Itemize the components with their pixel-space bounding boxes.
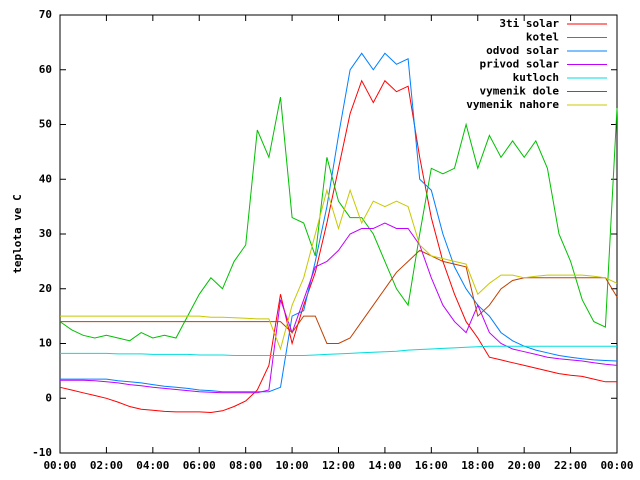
y-tick-label: 70	[39, 8, 52, 21]
y-tick-label: 20	[39, 282, 52, 295]
series-line	[60, 345, 617, 356]
x-tick-label: 12:00	[322, 459, 355, 472]
legend-label: privod solar	[480, 58, 560, 71]
series-line	[60, 249, 618, 344]
series-line	[60, 188, 618, 351]
series-line	[59, 79, 617, 414]
legend-label: vymenik nahore	[466, 98, 559, 111]
x-tick-label: 08:00	[229, 459, 262, 472]
x-tick-label: 22:00	[554, 459, 587, 472]
legend-label: vymenik dole	[480, 85, 560, 98]
legend-label: odvod solar	[486, 44, 559, 57]
series-line	[60, 222, 618, 394]
y-tick-label: 60	[39, 63, 52, 76]
series-line	[59, 97, 618, 342]
x-tick-label: 18:00	[461, 459, 494, 472]
y-tick-label: 30	[39, 227, 52, 240]
legend-label: kutloch	[513, 71, 559, 84]
y-tick-label: 40	[39, 172, 52, 185]
x-tick-label: 10:00	[276, 459, 309, 472]
x-tick-label: 14:00	[368, 459, 401, 472]
y-tick-label: 10	[39, 337, 52, 350]
y-tick-label: -10	[32, 446, 52, 459]
x-tick-label: 16:00	[415, 459, 448, 472]
x-tick-label: 00:00	[600, 459, 633, 472]
x-tick-label: 20:00	[508, 459, 541, 472]
legend-label: kotel	[526, 31, 559, 44]
y-tick-label: 50	[39, 118, 52, 131]
y-axis-label: teplota ve C	[11, 194, 24, 273]
x-tick-label: 00:00	[43, 459, 76, 472]
x-tick-label: 06:00	[183, 459, 216, 472]
y-tick-label: 0	[45, 391, 52, 404]
legend-label: 3ti solar	[499, 17, 559, 30]
x-tick-label: 04:00	[136, 459, 169, 472]
x-tick-label: 02:00	[90, 459, 123, 472]
